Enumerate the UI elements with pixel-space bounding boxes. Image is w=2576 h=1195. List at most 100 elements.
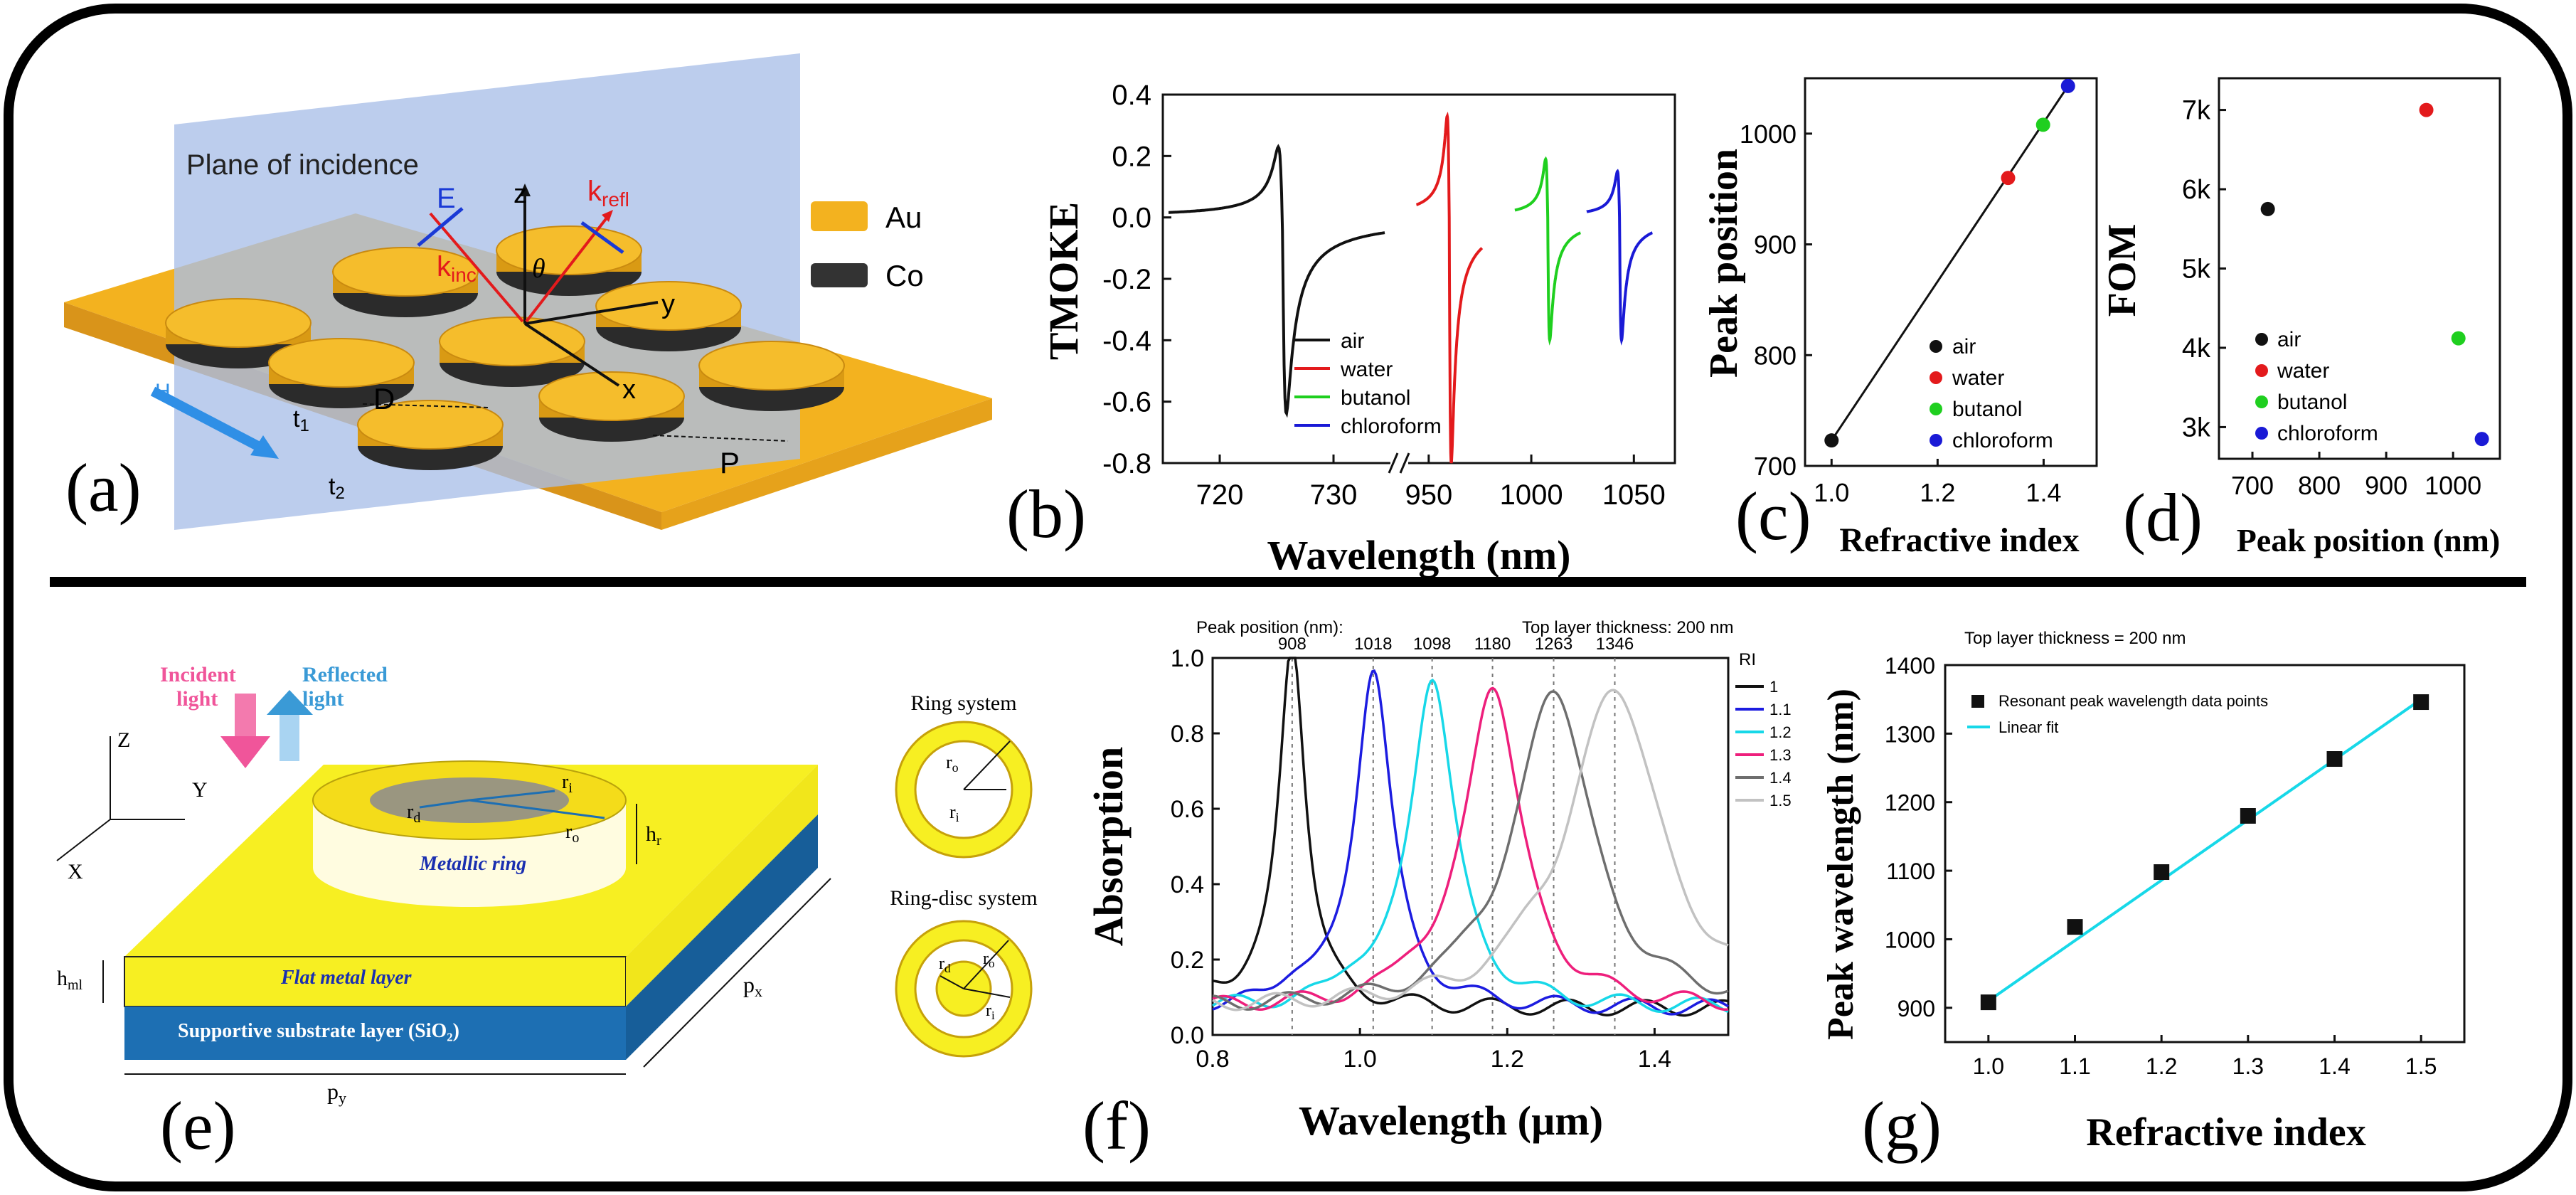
- chart-g-title: Top layer thickness = 200 nm: [1964, 629, 2186, 648]
- chart-c-xtick-label-2: 1.4: [2026, 478, 2061, 507]
- chart-g-xtick-label-0: 1.0: [1973, 1053, 2004, 1079]
- axis-y: [524, 301, 659, 325]
- chart-g-xlabel: Refractive index: [2086, 1110, 2365, 1154]
- axis-y-label: y: [661, 290, 675, 319]
- chart-c-legend-label-air: air: [1952, 335, 1976, 358]
- chart-d-legend-label-water: water: [2277, 359, 2329, 383]
- axis-z-arrow: [519, 184, 531, 196]
- chart-f-peak-label-1: 1018: [1354, 634, 1392, 654]
- chart-d-point-water: [2419, 102, 2434, 117]
- ring-disc-rd: [940, 975, 964, 989]
- chart-f-legend-label-0: 1: [1769, 678, 1778, 696]
- chart-c-ytick-label-0: 700: [1754, 452, 1797, 481]
- chart-f-series-1.4: [1212, 690, 1729, 1011]
- ring-disc-ro: [963, 940, 1009, 989]
- dim-d-label: D: [373, 382, 395, 415]
- py-label: py: [327, 1078, 346, 1107]
- panel-g-linear-fit-chart: 900 1000 1100 1200 1300 1400 1.0 1.1 1.2 1.3 1.4 1.…: [1821, 629, 2466, 1164]
- reflected-label-2: light: [302, 687, 344, 711]
- chart-d-legend-marker-chloroform: [2255, 427, 2268, 440]
- panel-b-tmoke-chart: 0.4 0.2 0.0 -0.2 -0.4 -0.6 -0.8 720 730 950 1000 10…: [1006, 80, 1676, 578]
- chart-b-xtick-label-3: 1000: [1500, 479, 1563, 511]
- chart-c-legend-marker-air: [1930, 340, 1942, 353]
- k-inc-arrow: [429, 212, 524, 323]
- chart-f-legend-label-4: 1.4: [1769, 769, 1792, 787]
- chart-g-point-3: [2240, 808, 2256, 824]
- chart-c-xtick-label-0: 1.0: [1814, 478, 1849, 507]
- axis-e-y-label: Y: [192, 778, 208, 802]
- chart-c-legend-label-chloroform: chloroform: [1952, 429, 2053, 452]
- axis-e-x: [56, 819, 111, 861]
- chart-g-xtick-label-5: 1.5: [2405, 1053, 2437, 1079]
- chart-b-legend-label-butanol: butanol: [1341, 386, 1410, 410]
- chart-d-ytick-label-1: 4k: [2182, 334, 2211, 363]
- label-d: (d): [2123, 479, 2203, 556]
- disc-top-3: [268, 338, 415, 388]
- disc-top-4: [439, 317, 585, 366]
- chart-d-xlabel: Peak position (nm): [2237, 522, 2501, 558]
- panel-f-absorption-chart: 0.0 0.2 0.4 0.6 0.8 1.0 0.8 1.0 1.2 1.4 908 1018 109…: [1082, 618, 1792, 1164]
- panel-e-illustration: Flat metal layer Supportive substrate la…: [56, 663, 1038, 1164]
- chart-g-legend-label-0: Resonant peak wavelength data points: [1998, 692, 2268, 710]
- chart-b-legend-label-chloroform: chloroform: [1341, 415, 1442, 438]
- ring-ri-label: ri: [562, 771, 573, 796]
- chart-f-ytick-label-0: 0.0: [1171, 1022, 1204, 1049]
- reflected-beam-head: [267, 690, 313, 715]
- chart-g-ytick-label-2: 1100: [1886, 859, 1935, 884]
- chart-c-ytick-label-2: 900: [1754, 230, 1797, 260]
- disc-top-1: [332, 247, 479, 297]
- legend-au-label: Au: [885, 201, 922, 234]
- incident-label: Incident: [160, 663, 236, 686]
- chart-f-ytick-label-3: 0.6: [1171, 796, 1204, 823]
- chart-d-point-chloroform: [2474, 432, 2489, 447]
- chart-f-top-title-2: Top layer thickness: 200 nm: [1522, 618, 1733, 637]
- chart-b-series-water: [1416, 111, 1484, 464]
- chart-c-ytick-label-3: 1000: [1740, 120, 1797, 149]
- axis-z-label: z: [513, 179, 527, 209]
- ring-ro-label: ro: [565, 821, 579, 846]
- flat-layer-label: Flat metal layer: [280, 967, 413, 989]
- chart-g-ytick-label-1: 1000: [1885, 927, 1935, 952]
- chart-b-xtick-label-2: 950: [1405, 479, 1452, 511]
- theta-label: θ: [532, 254, 545, 284]
- chart-f-legend-label-1: 1.1: [1769, 701, 1792, 718]
- px-dim: [643, 878, 831, 1068]
- chart-f-top-title: Peak position (nm):: [1196, 618, 1343, 637]
- chart-b-frame: [1161, 93, 1676, 464]
- ring-disc-ro-label: ro: [983, 950, 995, 970]
- chart-b-series-butanol: [1514, 156, 1581, 346]
- chart-g-ytick-label-5: 1400: [1885, 653, 1935, 679]
- chart-f-series-1.2: [1212, 679, 1729, 1014]
- chart-b-ylabel: TMOKE: [1040, 202, 1087, 360]
- chart-g-frame: [1944, 664, 2466, 1043]
- chart-b-ytick-label-2: 0.0: [1112, 203, 1151, 234]
- ring-system-ro-label: ro: [946, 752, 959, 775]
- ring-system-ri-label: ri: [949, 802, 959, 824]
- disc-top-6: [357, 400, 504, 450]
- chart-b-ytick-label-1: 0.2: [1112, 141, 1151, 172]
- chart-d-legend-label-chloroform: chloroform: [2277, 422, 2378, 445]
- k-refl-label: krefl: [587, 176, 629, 211]
- chart-f-series-1: [1212, 657, 1729, 1017]
- incident-beam-head: [220, 736, 270, 768]
- chart-f-peak-label-5: 1346: [1596, 634, 1634, 654]
- chart-d-xtick-label-2: 900: [2365, 471, 2407, 500]
- chart-c-fit-line: [1831, 85, 2069, 442]
- chart-d-point-air: [2260, 201, 2275, 216]
- chart-g-point-4: [2326, 751, 2343, 768]
- chart-c-xtick-label-1: 1.2: [1920, 478, 1955, 507]
- disc-top-8: [698, 341, 845, 391]
- ring-radius-ro: [469, 799, 605, 819]
- chart-c-frame: [1804, 77, 2098, 467]
- chart-c-legend-marker-butanol: [1930, 403, 1942, 415]
- chart-f-xlabel: Wavelength (µm): [1299, 1098, 1603, 1144]
- chart-c-point-butanol: [2035, 117, 2050, 132]
- chart-g-ytick-label-3: 1200: [1885, 790, 1935, 816]
- chart-g-legend-label-1: Linear fit: [1998, 718, 2058, 736]
- label-c: (c): [1735, 478, 1811, 554]
- incident-label-2: light: [176, 687, 218, 711]
- e-label: E: [437, 183, 456, 214]
- chart-b-xlabel: Wavelength (nm): [1267, 532, 1571, 578]
- chart-f-xtick-label-0: 0.8: [1196, 1046, 1229, 1073]
- chart-f-peak-label-2: 1098: [1413, 634, 1451, 654]
